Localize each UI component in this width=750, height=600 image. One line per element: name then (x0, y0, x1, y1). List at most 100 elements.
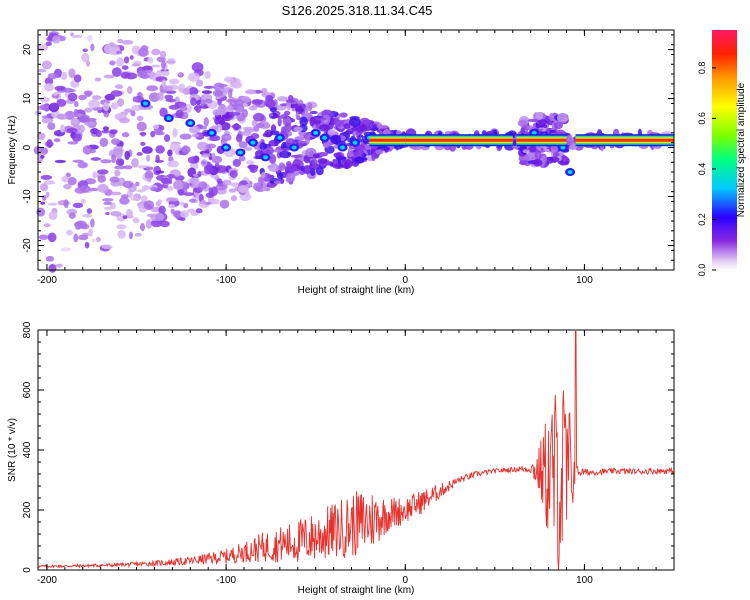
spectrogram-blob (53, 138, 61, 143)
ridge-band-core (369, 138, 406, 142)
spectrogram-blob (222, 179, 232, 186)
spectrogram-blob (290, 154, 303, 158)
spectrogram-blob (216, 178, 223, 184)
ridge-band-core (516, 138, 567, 142)
spectrogram-blob (67, 92, 78, 102)
spectrogram-blob (121, 65, 129, 71)
spectrogram-blob (97, 183, 109, 193)
spectrogram-blob (77, 124, 86, 134)
spectrogram-blob (318, 124, 331, 132)
spectrogram-blob (147, 57, 154, 65)
spectrogram-blob (172, 128, 178, 138)
spectrogram-blob (86, 208, 93, 214)
spectrogram-blob (145, 219, 153, 229)
spectrogram-blob (68, 212, 76, 219)
spectrogram-blob (100, 159, 112, 164)
spectrogram-blob (522, 149, 530, 154)
spectrogram-blob (40, 174, 53, 180)
snr-x-ticks: -200 -100 0 100 (37, 330, 675, 586)
spectrogram-blob (259, 142, 267, 151)
spectrogram-blob (245, 89, 257, 95)
spectrogram-blob (166, 58, 176, 65)
spectrogram-blob (309, 116, 316, 127)
spectrogram-blob (109, 60, 116, 66)
spectrogram-blob (142, 65, 153, 71)
spectrogram-blob (197, 170, 202, 178)
spectrogram-blob (136, 189, 146, 193)
spectrogram-blob (141, 146, 153, 154)
spectrogram-blob (124, 150, 130, 160)
spectrogram-blob (117, 98, 125, 107)
spectrogram-blob (39, 104, 49, 111)
spectrogram-blob (78, 114, 91, 124)
spectrogram-blob (73, 108, 79, 118)
spectrogram-blob (284, 122, 292, 133)
spectrogram-blob (322, 142, 330, 149)
spectrogram-blob (73, 233, 79, 243)
spectrogram-blob (136, 152, 143, 156)
spectrogram-blob (118, 117, 130, 124)
spectrogram-blob (117, 229, 126, 239)
spectrogram-blob (376, 124, 389, 129)
spectrogram-blob (43, 180, 56, 185)
spectrogram-blob (48, 102, 60, 113)
spectrogram-blob (552, 152, 560, 157)
spectrogram-blob (253, 182, 262, 191)
colorbar: 0.0 0.2 0.4 0.6 0.8 Normalized spectral ampl… (697, 30, 747, 276)
spectrogram-blob (291, 165, 298, 171)
spectrogram-blob (204, 98, 213, 104)
spectrogram-blob (81, 52, 90, 63)
spectrogram-blob (110, 90, 123, 97)
spectrogram-blob (178, 72, 184, 77)
spectrogram-blob (269, 107, 277, 113)
spectrogram-blob (349, 117, 361, 127)
spectrogram-blob (84, 122, 96, 127)
figure-title: S126.2025.318.11.34.C45 (282, 3, 433, 18)
spectrogram-blob (160, 220, 170, 228)
spectrogram-ytick-label: -20 (22, 238, 33, 253)
spectrogram-blob (129, 55, 134, 60)
spectrogram-blob (346, 128, 354, 134)
snr-xtick-label: 100 (576, 575, 593, 586)
spectrogram-blob (184, 103, 192, 113)
spectrogram-blob (195, 208, 203, 214)
spectrogram-hotspot-core (291, 145, 297, 150)
spectrogram-blob (273, 180, 281, 185)
spectrogram-blob (66, 127, 78, 134)
snr-ylabel: SNR (10 * v/v) (7, 418, 18, 482)
spectrogram-blob (96, 169, 109, 175)
spectrogram-blob (136, 115, 144, 122)
spectrogram-blob (281, 147, 291, 151)
spectrogram-blob (214, 163, 220, 167)
spectrogram-blob (548, 156, 560, 163)
spectrogram-blob (241, 130, 252, 136)
spectrogram-blob (294, 136, 306, 141)
spectrogram-blob (95, 129, 102, 138)
spectrogram-blob (123, 165, 133, 170)
ridge-band-core (405, 138, 513, 142)
spectrogram-blob (77, 161, 88, 169)
spectrogram-hotspot-core (142, 101, 148, 106)
spectrogram-blob (330, 134, 342, 145)
spectrogram-blob (67, 141, 79, 145)
spectrogram-blob (534, 149, 542, 160)
spectrogram-blob (164, 134, 171, 142)
spectrogram-ridge (369, 134, 674, 147)
spectrogram-blob (84, 241, 90, 249)
spectrogram-blob (265, 145, 274, 156)
spectrogram-hotspot-core (187, 121, 193, 126)
spectrogram-blob (195, 100, 202, 105)
spectrogram-blob (322, 114, 331, 125)
spectrogram-blob (535, 124, 544, 128)
spectrogram-blob (40, 201, 46, 205)
spectrogram-blob (124, 108, 133, 113)
spectrogram-blob (61, 175, 69, 183)
spectrogram-blob (302, 165, 313, 174)
spectrogram-blob (190, 97, 197, 106)
spectrogram-blob (355, 124, 368, 133)
spectrogram-blob (158, 205, 166, 215)
spectrogram-blob (517, 119, 528, 127)
spectrogram-blob (128, 231, 134, 240)
spectrogram-blob (121, 39, 134, 45)
